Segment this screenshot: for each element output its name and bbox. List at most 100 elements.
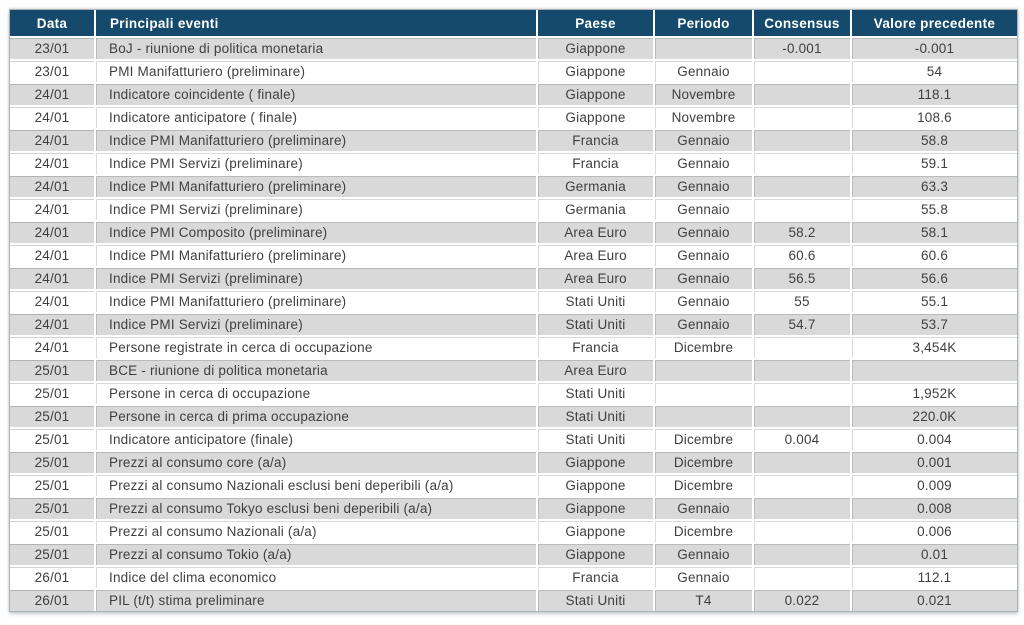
cell-paese: Germania [536,197,653,220]
cell-principali-eventi: BCE - riunione di politica monetaria [94,358,536,381]
cell-data: 23/01 [10,59,94,82]
table-row: 24/01 Indice PMI Servizi (preliminare) Are… [10,266,1017,289]
cell-paese: Area Euro [536,358,653,381]
cell-valore-precedente: 56.6 [850,266,1017,289]
cell-consensus [752,105,850,128]
column-header-consensus: Consensus [752,10,850,36]
cell-principali-eventi: Indice PMI Servizi (preliminare) [94,312,536,335]
column-header-paese: Paese [536,10,653,36]
cell-periodo: Gennaio [653,151,752,174]
cell-data: 25/01 [10,519,94,542]
cell-valore-precedente: 0.001 [850,450,1017,473]
cell-paese: Area Euro [536,220,653,243]
table-row: 24/01 Indice PMI Composito (preliminare) A… [10,220,1017,243]
economic-calendar-table: Data Principali eventi Paese Periodo Consens… [9,9,1018,612]
cell-consensus: 60.6 [752,243,850,266]
cell-principali-eventi: Persone in cerca di occupazione [94,381,536,404]
cell-periodo [653,358,752,381]
cell-principali-eventi: Indice del clima economico [94,565,536,588]
table-row: 26/01 PIL (t/t) stima preliminare Stati Un… [10,588,1017,611]
cell-consensus [752,174,850,197]
table-row: 24/01 Indice PMI Manifatturiero (prelimin… [10,243,1017,266]
cell-data: 24/01 [10,243,94,266]
cell-consensus [752,128,850,151]
cell-valore-precedente: 60.6 [850,243,1017,266]
table-row: 24/01 Indice PMI Manifatturiero (prelimin… [10,289,1017,312]
cell-consensus [752,197,850,220]
cell-consensus: -0.001 [752,36,850,59]
cell-principali-eventi: Indice PMI Manifatturiero (preliminare) [94,243,536,266]
table-row: 24/01 Indice PMI Servizi (preliminare) Sta… [10,312,1017,335]
cell-paese: Giappone [536,105,653,128]
cell-data: 24/01 [10,151,94,174]
cell-consensus [752,565,850,588]
cell-consensus [752,473,850,496]
cell-data: 25/01 [10,381,94,404]
cell-valore-precedente: 63.3 [850,174,1017,197]
cell-principali-eventi: PMI Manifatturiero (preliminare) [94,59,536,82]
cell-principali-eventi: Indice PMI Manifatturiero (preliminare) [94,128,536,151]
column-header-principali-eventi: Principali eventi [94,10,536,36]
cell-paese: Giappone [536,496,653,519]
cell-periodo: Gennaio [653,243,752,266]
table-row: 25/01 Prezzi al consumo Tokyo esclusi ben… [10,496,1017,519]
cell-data: 25/01 [10,404,94,427]
cell-data: 24/01 [10,105,94,128]
cell-valore-precedente: 0.006 [850,519,1017,542]
header-row: Data Principali eventi Paese Periodo Consens… [10,10,1017,36]
cell-periodo: Gennaio [653,220,752,243]
cell-valore-precedente: 118.1 [850,82,1017,105]
cell-consensus: 0.004 [752,427,850,450]
column-header-periodo: Periodo [653,10,752,36]
cell-data: 25/01 [10,450,94,473]
cell-valore-precedente: 53.7 [850,312,1017,335]
cell-valore-precedente: 0.01 [850,542,1017,565]
cell-data: 24/01 [10,220,94,243]
cell-data: 24/01 [10,335,94,358]
table-row: 24/01 Indice PMI Manifatturiero (prelimin… [10,128,1017,151]
cell-periodo: Dicembre [653,427,752,450]
cell-paese: Giappone [536,450,653,473]
table-row: 25/01 Prezzi al consumo core (a/a) Giappon… [10,450,1017,473]
cell-periodo [653,36,752,59]
cell-periodo [653,404,752,427]
cell-principali-eventi: Indice PMI Servizi (preliminare) [94,197,536,220]
cell-principali-eventi: Indicatore coincidente ( finale) [94,82,536,105]
cell-paese: Francia [536,335,653,358]
table-row: 24/01 Indice PMI Servizi (preliminare) Fra… [10,151,1017,174]
table-row: 24/01 Indice PMI Servizi (preliminare) Ger… [10,197,1017,220]
cell-valore-precedente: 59.1 [850,151,1017,174]
table-row: 24/01 Indicatore coincidente ( finale) Gia… [10,82,1017,105]
cell-data: 25/01 [10,496,94,519]
cell-periodo: Dicembre [653,335,752,358]
cell-principali-eventi: Indice PMI Servizi (preliminare) [94,266,536,289]
cell-consensus [752,82,850,105]
cell-periodo: Gennaio [653,197,752,220]
cell-data: 25/01 [10,427,94,450]
table-row: 24/01 Persone registrate in cerca di occu… [10,335,1017,358]
cell-paese: Giappone [536,82,653,105]
cell-periodo: Gennaio [653,289,752,312]
cell-principali-eventi: Persone registrate in cerca di occupazio… [94,335,536,358]
cell-periodo: Gennaio [653,174,752,197]
cell-principali-eventi: Prezzi al consumo Tokyo esclusi beni dep… [94,496,536,519]
cell-periodo: Gennaio [653,128,752,151]
cell-principali-eventi: Prezzi al consumo Nazionali esclusi beni… [94,473,536,496]
table-row: 25/01 BCE - riunione di politica monetari… [10,358,1017,381]
cell-valore-precedente: 220.0K [850,404,1017,427]
cell-consensus: 0.022 [752,588,850,611]
cell-paese: Giappone [536,473,653,496]
cell-paese: Giappone [536,542,653,565]
cell-valore-precedente: 108.6 [850,105,1017,128]
cell-paese: Area Euro [536,243,653,266]
cell-paese: Stati Uniti [536,312,653,335]
cell-data: 24/01 [10,128,94,151]
cell-principali-eventi: Prezzi al consumo Nazionali (a/a) [94,519,536,542]
cell-valore-precedente: 55.8 [850,197,1017,220]
cell-principali-eventi: PIL (t/t) stima preliminare [94,588,536,611]
cell-valore-precedente [850,358,1017,381]
table-body: 23/01 BoJ - riunione di politica monetari… [10,36,1017,611]
cell-paese: Francia [536,151,653,174]
cell-principali-eventi: Indice PMI Servizi (preliminare) [94,151,536,174]
cell-paese: Stati Uniti [536,381,653,404]
